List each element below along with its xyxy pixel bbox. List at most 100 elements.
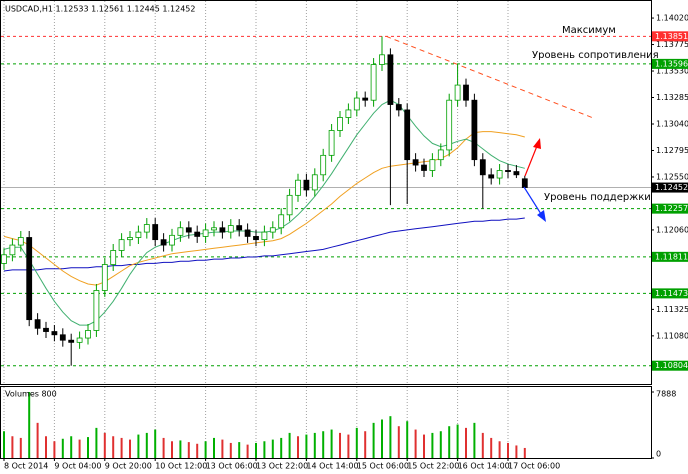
candle-body <box>253 236 259 241</box>
level-label-box <box>652 31 688 42</box>
candle-body <box>202 229 209 237</box>
candle-body <box>118 239 125 251</box>
x-tick-label: 13 Oct 22:00 <box>256 462 308 471</box>
level-label-box <box>652 58 688 69</box>
candle-body <box>412 159 419 166</box>
candle-body <box>152 224 159 241</box>
candle-body <box>101 264 108 291</box>
candle-body <box>244 229 251 237</box>
candle-body <box>353 97 360 111</box>
annotation: Максимум <box>562 25 616 36</box>
level-label-box <box>652 288 688 299</box>
candle-body <box>135 231 142 238</box>
candle-body <box>59 334 66 341</box>
candle-body <box>387 54 394 105</box>
candle-body <box>429 159 436 171</box>
level-label-box <box>652 251 688 262</box>
candle-body <box>143 224 150 233</box>
candle-body <box>269 227 276 233</box>
candle-body <box>43 327 49 332</box>
candle-body <box>463 84 469 101</box>
level-label: 1.11811 <box>655 252 688 261</box>
x-tick-label: 9 Oct 20:00 <box>105 462 152 471</box>
candle-body <box>68 339 75 343</box>
main-pane <box>0 0 652 385</box>
candle-body <box>9 244 16 256</box>
ma-line <box>3 217 525 272</box>
x-tick-label: 13 Oct 06:00 <box>206 462 258 471</box>
candle-body <box>404 109 411 161</box>
y-tick-label: 7888 <box>656 390 676 399</box>
level-label-box <box>652 360 688 371</box>
candle-body <box>219 227 226 233</box>
y-tick-label: 1.12060 <box>656 225 688 234</box>
candle-body <box>471 99 478 161</box>
candle-body <box>177 227 184 236</box>
candle-body <box>496 170 503 179</box>
candle-body <box>328 130 335 156</box>
y-tick-label: 1.12795 <box>656 146 688 155</box>
candle-body <box>521 178 528 188</box>
candle-body <box>286 194 293 216</box>
annotation: Уровень поддержки <box>544 192 651 203</box>
candle-body <box>194 231 201 237</box>
chart-title: USDCAD,H1 1.12533 1.12561 1.12445 1.1245… <box>5 5 195 14</box>
candle-body <box>17 237 24 246</box>
candle-body <box>437 149 444 161</box>
x-tick-label: 8 Oct 2014 <box>4 462 48 471</box>
x-tick-label: 9 Oct 04:00 <box>54 462 101 471</box>
level-label: 1.13596 <box>655 59 688 68</box>
x-tick-label: 14 Oct 14:00 <box>306 462 358 471</box>
y-tick-label: 1.11080 <box>656 331 688 340</box>
candle-body <box>1 254 7 264</box>
candle-body <box>446 99 453 151</box>
candle-body <box>295 179 301 196</box>
volume-pane <box>0 386 652 459</box>
level-label-box <box>652 203 688 214</box>
candle-body <box>185 227 192 233</box>
level-label: 1.12257 <box>655 204 688 213</box>
candle-body <box>236 225 243 231</box>
y-tick-label: 1.11325 <box>656 305 688 314</box>
current-price-label: 1.12452 <box>655 183 688 192</box>
candle-body <box>93 290 100 331</box>
candle-body <box>85 330 91 339</box>
plot <box>1 35 593 458</box>
x-tick-label: 15 Oct 22:00 <box>407 462 459 471</box>
candle-body <box>513 171 520 176</box>
volume-title: Volumes 800 <box>5 390 57 399</box>
candle-body <box>278 214 285 229</box>
candle-body <box>337 117 343 131</box>
candle-body <box>362 97 369 101</box>
level-label: 1.13851 <box>655 32 688 41</box>
y-tick-label: 1.13775 <box>656 40 688 49</box>
annotation: Уровень сопротивления <box>532 50 659 61</box>
candle-body <box>261 231 268 241</box>
y-tick-label: 1.14020 <box>656 14 688 23</box>
arrow-down <box>523 186 546 222</box>
candle-body <box>454 84 461 101</box>
candle-body <box>345 109 352 118</box>
candle-body <box>76 337 83 343</box>
candle-body <box>370 64 377 101</box>
candle-body <box>227 225 234 233</box>
candle-body <box>169 234 175 246</box>
y-tick-label: 1.13285 <box>656 93 688 102</box>
candle-body <box>211 227 217 231</box>
candle-body <box>160 239 167 246</box>
x-tick-label: 10 Oct 12:00 <box>155 462 207 471</box>
y-tick-label: 0 <box>656 450 661 459</box>
candle-body <box>395 104 402 111</box>
candle-body <box>479 159 486 176</box>
candle-body <box>488 174 495 179</box>
level-label: 1.11473 <box>655 289 688 298</box>
y-tick-label: 1.12550 <box>656 172 688 181</box>
candle-body <box>51 331 58 336</box>
candle-body <box>505 170 511 172</box>
level-label: 1.10804 <box>655 361 688 370</box>
y-tick-label: 1.13040 <box>656 119 688 128</box>
candle-body <box>127 237 133 241</box>
candle-body <box>110 250 117 265</box>
